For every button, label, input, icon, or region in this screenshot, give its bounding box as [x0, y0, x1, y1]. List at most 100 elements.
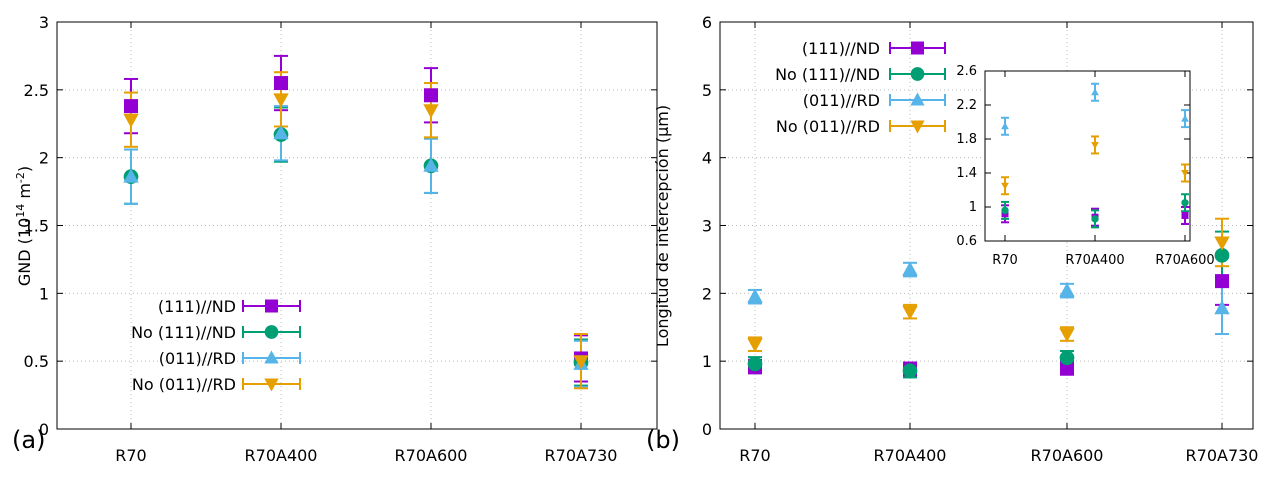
x-tick-label: R70A400 [1065, 253, 1124, 268]
y-tick-label: 0.6 [956, 234, 977, 249]
data-point [1181, 114, 1189, 122]
data-point [1001, 206, 1009, 215]
data-point [1001, 182, 1009, 190]
panel-tag-a: (a) [12, 426, 45, 454]
legend-marker [910, 120, 925, 134]
y-tick-label: 3 [39, 13, 49, 32]
series-a [123, 54, 589, 390]
data-point [1214, 300, 1230, 315]
legend-marker [910, 92, 925, 106]
x-tick-label: R70 [115, 446, 146, 465]
legend-label: (011)//RD [159, 349, 236, 368]
data-point [424, 88, 438, 103]
x-tick-label: R70 [739, 446, 770, 465]
data-point [1091, 215, 1099, 223]
data-point [573, 355, 589, 370]
y-tick-label: 4 [702, 149, 712, 168]
y-tick-label: 1 [39, 284, 49, 303]
inset-background [982, 71, 1190, 241]
legend-label: No (111)//ND [131, 323, 236, 342]
x-tick-label: R70A600 [395, 446, 468, 465]
y-tick-label: 3 [702, 217, 712, 236]
data-point [747, 338, 763, 353]
data-point [123, 168, 139, 183]
y-tick-label: 2.2 [956, 98, 977, 113]
data-point [902, 261, 918, 276]
data-point [747, 288, 763, 303]
y-tick-label: 2 [39, 149, 49, 168]
x-tick-label: R70A600 [1155, 253, 1214, 268]
x-tick-label: R70A400 [245, 446, 318, 465]
legend-marker [265, 299, 278, 313]
data-point [1001, 122, 1009, 130]
y-ticks-b: 0 1 2 3 4 5 6 [702, 13, 1253, 439]
y-tick-label: 1.8 [956, 132, 977, 147]
legend-label: No (111)//ND [775, 65, 880, 84]
legend-marker [264, 325, 279, 339]
y-tick-label: 2.6 [956, 64, 977, 79]
y-tick-label: 2.5 [24, 81, 49, 100]
inset-frame [984, 70, 1191, 242]
x-tick-label: R70 [992, 253, 1018, 268]
y-axis-title-b: Longitud de intercepción (μm) [653, 105, 672, 347]
y-tick-label: 0 [702, 420, 712, 439]
data-point [1214, 236, 1230, 251]
data-point [1060, 360, 1074, 375]
data-point [747, 356, 763, 372]
data-point [423, 157, 439, 172]
series-b [747, 217, 1230, 379]
y-tick-label: 1.5 [24, 217, 49, 236]
data-point [902, 363, 918, 379]
data-point [123, 113, 139, 128]
legend-label: (111)//ND [802, 39, 880, 58]
y-tick-label: 6 [702, 13, 712, 32]
y-tick-label: 1 [969, 200, 977, 215]
data-point [1181, 199, 1189, 207]
x-tick-label: R70A730 [1186, 446, 1259, 465]
grid-a [57, 22, 657, 429]
panel-b: 0 1 2 3 4 5 6 R70 R70A400 R70A600 R70A730 Longitu… [646, 13, 1258, 465]
data-point [1059, 350, 1075, 366]
y-ticks-a: 0 0.5 1 1.5 2 2.5 3 [24, 13, 657, 439]
series-inset [1001, 82, 1189, 229]
data-point [124, 99, 138, 114]
panel-tag-b: (b) [646, 426, 680, 454]
y-axis-title-a: GND (1014 m-2) [14, 166, 34, 286]
y-tick-label: 0.5 [24, 352, 49, 371]
legend-marker [264, 378, 279, 392]
data-point [1059, 282, 1075, 297]
inset-chart: 0.6 1 1.4 1.8 2.2 2.6 R70 R70A400 R70A600 [956, 64, 1214, 268]
y-tick-label: 1 [702, 352, 712, 371]
legend-label: (111)//ND [158, 297, 236, 316]
data-point [1181, 212, 1189, 219]
y-ticks-inset: 0.6 1 1.4 1.8 2.2 2.6 [956, 64, 1190, 249]
x-ticks-b: R70 R70A400 R70A600 R70A730 [739, 22, 1258, 465]
legend-label: (011)//RD [803, 91, 880, 110]
legend-label: No (011)//RD [776, 117, 880, 136]
x-ticks-a: R70 R70A400 R70A600 R70A730 [115, 22, 617, 465]
data-point [273, 125, 289, 140]
y-tick-label: 2 [702, 284, 712, 303]
data-point [273, 93, 289, 108]
data-point [274, 76, 288, 91]
panel-a: 0 0.5 1 1.5 2 2.5 3 R70 R70A400 R70A600 R70A730 G… [12, 13, 658, 465]
legend-b: (111)//ND No (111)//ND (011)//RD No (011)//… [775, 39, 946, 136]
data-point [1091, 141, 1099, 149]
data-point [423, 104, 439, 119]
data-point [902, 305, 918, 320]
y-tick-label: 1.4 [956, 166, 977, 181]
data-point [1214, 247, 1230, 263]
legend-a: (111)//ND No (111)//ND (011)//RD No (011)//… [131, 297, 301, 394]
y-tick-label: 0 [39, 420, 49, 439]
x-tick-label: R70A600 [1031, 446, 1104, 465]
legend-label: No (011)//RD [132, 375, 236, 394]
legend-marker [911, 41, 924, 55]
data-point [1181, 170, 1189, 178]
x-tick-label: R70A730 [545, 446, 618, 465]
data-point [1059, 328, 1075, 343]
legend-marker [264, 350, 279, 364]
legend-marker [910, 67, 925, 81]
x-tick-label: R70A400 [874, 446, 947, 465]
y-tick-label: 5 [702, 81, 712, 100]
